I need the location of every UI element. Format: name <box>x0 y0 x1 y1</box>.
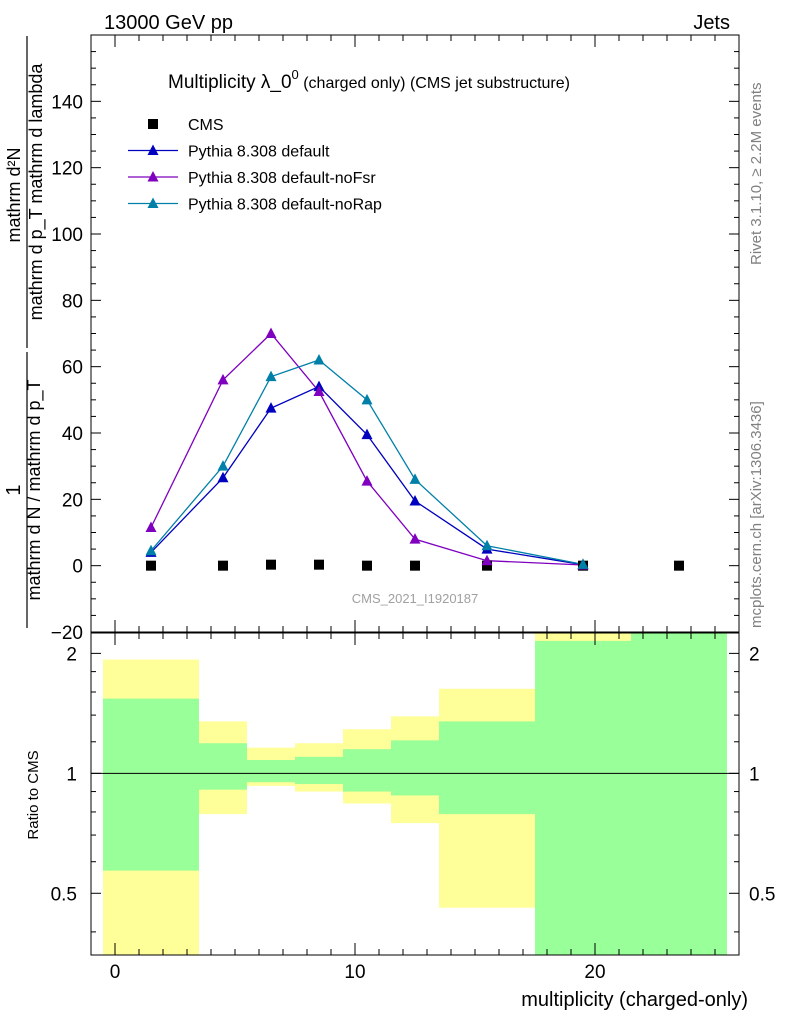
series-point-3 <box>361 393 373 405</box>
main-panel: −20 0 20 40 60 80 100 120 140 Multiplicity λ_00 … <box>3 34 740 644</box>
legend: CMS Pythia 8.308 default Pythia 8.308 defa… <box>128 117 382 214</box>
series-line-2 <box>150 332 584 566</box>
ratio-y-tick-label: 2 <box>66 644 77 665</box>
main-y-tick-label: 40 <box>62 424 83 445</box>
chart-title-tail: (charged only) (CMS jet substructure) <box>299 75 570 92</box>
ratio-inner-band <box>247 760 295 783</box>
cms-data-point <box>314 559 324 570</box>
main-x-ticks <box>114 35 716 632</box>
main-y-tick-label: 20 <box>62 490 83 511</box>
series-point-3 <box>265 370 277 382</box>
series-line-3 <box>150 359 584 565</box>
ylabel-numerator: 1 <box>3 484 25 495</box>
cms-data-point <box>362 560 372 571</box>
main-y-tick-label: 120 <box>51 159 83 180</box>
ratio-inner-band <box>199 743 247 790</box>
legend-marker-3 <box>147 197 159 208</box>
series-point-1 <box>217 471 229 483</box>
ratio-y-axis-label: Ratio to CMS <box>25 750 42 839</box>
series-point-2 <box>217 373 229 385</box>
ratio-bands <box>103 633 727 955</box>
ratio-inner-band <box>631 633 727 955</box>
legend-label-3: Pythia 8.308 default-noRap <box>188 197 382 214</box>
x-tick-label: 20 <box>584 962 605 983</box>
series-line-1 <box>150 385 584 566</box>
cms-data-point <box>266 559 276 570</box>
cms-data-point <box>674 560 684 571</box>
series-point-2 <box>481 554 493 566</box>
legend-marker-cms <box>148 119 158 129</box>
series-markers <box>145 327 684 571</box>
ylabel-second-denominator: mathrm d p_T mathrm d lambda <box>26 63 47 321</box>
legend-label-0: CMS <box>188 117 224 134</box>
series-point-3 <box>145 544 157 556</box>
mcplots-label: mcplots.cern.ch [arXiv:1306.3436] <box>748 401 765 628</box>
ratio-y-tick-label-right: 0.5 <box>749 884 775 905</box>
series-lines <box>150 332 584 566</box>
ratio-frame <box>90 632 740 956</box>
main-y-ticks: −20 0 20 40 60 80 100 120 140 <box>51 51 739 644</box>
main-y-tick-label: 140 <box>51 92 83 113</box>
main-y-tick-label: 60 <box>62 358 83 379</box>
legend-label-2: Pythia 8.308 default-noFsr <box>188 170 376 187</box>
series-point-3 <box>217 460 229 471</box>
rivet-version-label: Rivet 3.1.10, ≥ 2.2M events <box>748 83 765 266</box>
main-y-tick-label: 80 <box>62 291 83 312</box>
series-point-1 <box>361 428 373 440</box>
ratio-inner-band <box>391 740 439 796</box>
ratio-y-tick-label-right: 2 <box>749 644 760 665</box>
chart-title: Multiplicity λ_00 (charged only) (CMS je… <box>168 67 570 93</box>
series-point-1 <box>265 402 277 413</box>
cms-data-point <box>482 560 492 571</box>
series-point-2 <box>145 521 157 533</box>
header-left: 13000 GeV pp <box>104 12 233 34</box>
legend-label-1: Pythia 8.308 default <box>188 144 330 161</box>
series-point-3 <box>409 473 421 484</box>
ratio-y-ticks: 0.5 0.5 1 1 2 2 <box>51 644 775 933</box>
series-point-3 <box>577 558 589 569</box>
main-y-tick-label: −20 <box>51 623 83 644</box>
ratio-inner-band <box>343 749 391 792</box>
cms-data-point <box>410 560 420 571</box>
series-point-3 <box>481 539 493 551</box>
ylabel-denominator: mathrm d N / mathrm d p_T <box>24 379 45 600</box>
watermark: CMS_2021_I1920187 <box>352 591 479 606</box>
main-y-axis-label: 1 mathrm d N / mathrm d p_T mathrm d²N m… <box>3 36 47 628</box>
ylabel-second-numerator: mathrm d²N <box>4 147 24 242</box>
series-point-1 <box>409 494 421 506</box>
header-right: Jets <box>693 12 730 34</box>
ratio-inner-band <box>103 698 199 871</box>
series-point-2 <box>361 475 373 486</box>
ratio-panel: 0.5 0.5 1 1 2 2 0 10 20 Ratio to CMS multiplici… <box>25 632 775 1011</box>
series-point-3 <box>313 354 325 365</box>
ratio-y-tick-label: 1 <box>66 764 77 785</box>
ratio-x-ticks: 0 10 20 <box>110 633 716 983</box>
cms-data-point <box>146 560 156 571</box>
ratio-inner-band <box>535 640 631 955</box>
series-point-2 <box>265 327 277 338</box>
chart-title-superscript: 0 <box>292 67 299 82</box>
chart-title-main: Multiplicity λ_0 <box>168 72 292 93</box>
series-point-2 <box>409 533 421 544</box>
main-y-tick-label: 0 <box>72 557 83 578</box>
x-axis-label: multiplicity (charged-only) <box>521 989 748 1011</box>
series-point-2 <box>313 385 325 397</box>
ratio-inner-band <box>439 721 535 815</box>
ratio-inner-band <box>295 756 343 785</box>
main-y-tick-label: 100 <box>51 225 83 246</box>
ratio-y-tick-label: 0.5 <box>51 884 77 905</box>
x-tick-label: 0 <box>110 962 121 983</box>
legend-marker-1 <box>147 144 159 155</box>
cms-data-point <box>218 560 228 571</box>
ratio-y-tick-label-right: 1 <box>749 764 760 785</box>
legend-marker-2 <box>147 171 159 182</box>
x-tick-label: 10 <box>344 962 365 983</box>
